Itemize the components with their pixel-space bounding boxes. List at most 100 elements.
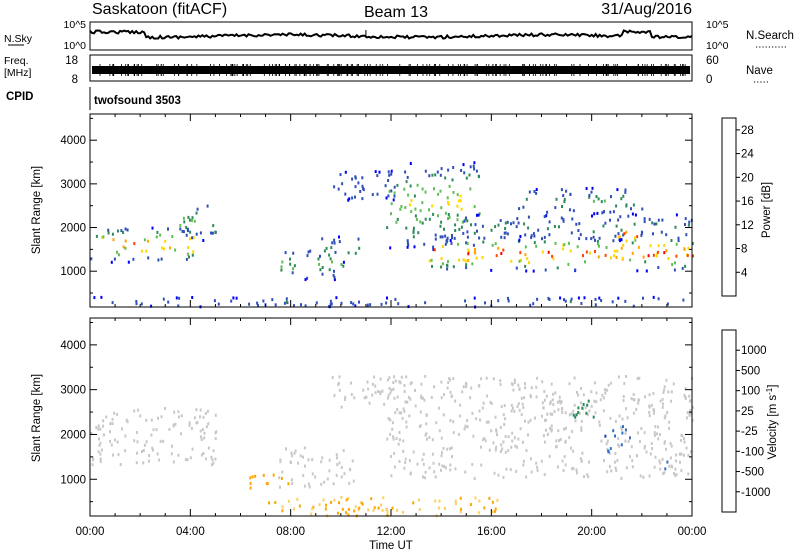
velocity-cell (274, 501, 277, 504)
power-cell (187, 229, 189, 233)
velocity-cell (520, 396, 523, 400)
power-cell (191, 236, 194, 240)
velocity-cell (403, 466, 406, 470)
power-cell (458, 258, 461, 262)
power-cell (456, 218, 459, 222)
velocity-cell (299, 454, 302, 458)
power-cell (551, 254, 554, 258)
velocity-colorbar-tick-label: 1000 (741, 345, 767, 357)
velocity-cell (572, 449, 575, 453)
velocity-cell (651, 447, 654, 450)
velocity-cell (426, 437, 428, 441)
velocity-cell (170, 444, 173, 448)
velocity-cell (141, 450, 143, 453)
power-cell (593, 212, 596, 216)
power-cell (133, 242, 136, 245)
power-cell (369, 303, 372, 307)
velocity-cell (661, 397, 664, 401)
freq-unit-label: [MHz] (4, 67, 31, 79)
velocity-cell (632, 393, 635, 396)
power-cell (596, 211, 599, 215)
power-cell (321, 237, 324, 241)
power-cell (502, 248, 505, 252)
velocity-cell (675, 453, 678, 457)
velocity-cell (687, 472, 690, 476)
velocity-cell (459, 414, 462, 418)
power-cell (412, 229, 415, 233)
power-cell (291, 271, 294, 275)
velocity-cell (549, 426, 552, 430)
power-cell (262, 299, 265, 303)
power-cell (374, 170, 377, 174)
power-cell (490, 268, 493, 272)
velocity-cell (438, 462, 441, 466)
power-cell (569, 300, 572, 304)
power-cell (192, 236, 195, 240)
power-cell (185, 226, 188, 229)
velocity-cell (249, 482, 252, 485)
power-cell (447, 217, 449, 221)
velocity-colorbar-frame (721, 329, 737, 513)
velocity-cell (480, 445, 482, 449)
velocity-cell (571, 467, 573, 471)
velocity-cell (561, 407, 564, 410)
velocity-cell (454, 499, 457, 503)
power-cell (629, 258, 632, 262)
x-tick-label: 16:00 (477, 526, 506, 538)
velocity-cell (669, 456, 672, 460)
power-cell (615, 256, 618, 259)
velocity-cell (448, 377, 451, 380)
velocity-cell (469, 396, 472, 400)
velocity-cell (111, 422, 114, 425)
power-cell (447, 168, 450, 172)
velocity-cell (420, 396, 423, 400)
velocity-cell (424, 374, 427, 378)
velocity-cell (573, 403, 576, 407)
velocity-cell (353, 396, 356, 400)
power-cell (631, 241, 634, 245)
power-cell (588, 251, 591, 255)
velocity-cell (593, 381, 596, 385)
velocity-cell (541, 380, 544, 384)
velocity-cell (385, 507, 388, 511)
velocity-cell (150, 433, 153, 437)
power-cell (421, 187, 424, 191)
power-cell (354, 304, 357, 308)
power-cell (634, 238, 637, 242)
velocity-cell (495, 445, 498, 449)
velocity-cell (292, 507, 295, 511)
power-cell (622, 233, 625, 237)
y-tick-label: 4000 (60, 340, 86, 352)
power-cell (127, 260, 130, 264)
power-cell (503, 231, 506, 235)
velocity-cell (632, 398, 635, 402)
velocity-cell (443, 393, 445, 397)
power-cell (167, 300, 170, 304)
power-cell (116, 250, 118, 254)
velocity-cell (341, 507, 344, 511)
power-cell (465, 266, 468, 270)
velocity-cell (139, 414, 142, 418)
velocity-cell (661, 405, 664, 409)
velocity-cell (622, 399, 625, 402)
power-cell (618, 238, 621, 242)
power-cell (600, 200, 603, 204)
power-cell (473, 231, 476, 235)
velocity-y-ticks: 4000 3000 2000 1000 (60, 321, 692, 503)
power-cell (397, 302, 400, 306)
power-cell (625, 203, 628, 207)
power-cell (652, 232, 654, 236)
velocity-cell (363, 396, 366, 400)
velocity-cell (543, 440, 546, 444)
velocity-cell (304, 464, 306, 468)
velocity-cell (663, 385, 666, 389)
power-cell (544, 268, 547, 272)
velocity-cell (466, 419, 469, 422)
velocity-cell (279, 460, 282, 464)
power-cell (285, 297, 288, 301)
velocity-cell (504, 450, 507, 454)
velocity-cell (630, 445, 633, 449)
velocity-cell (352, 479, 355, 483)
power-cell (594, 297, 597, 301)
x-tick-label: 08:00 (276, 526, 305, 538)
